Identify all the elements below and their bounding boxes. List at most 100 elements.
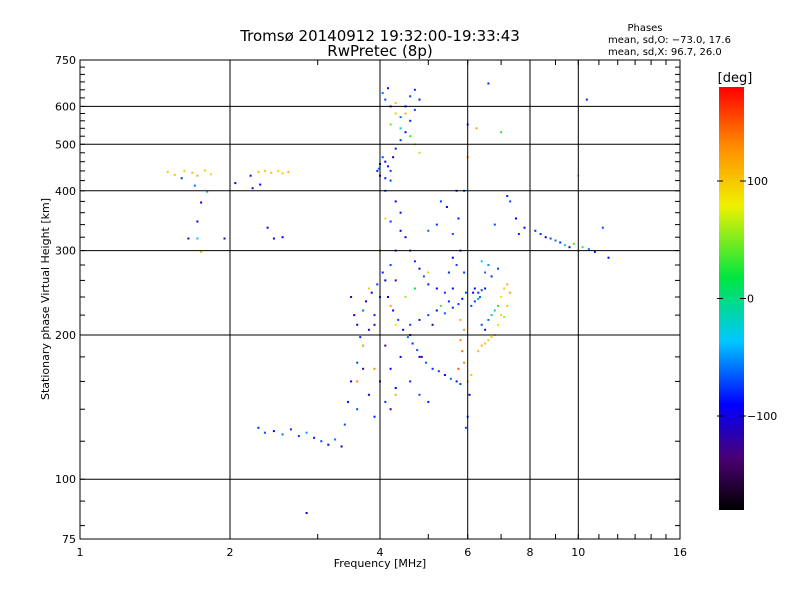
scatter-point (443, 312, 446, 315)
scatter-point (200, 201, 203, 204)
scatter-point (384, 279, 387, 282)
scatter-point (484, 287, 487, 290)
scatter-point (487, 264, 490, 266)
scatter-point (418, 355, 421, 358)
chart-subtitle: RwPretec (8p) (327, 42, 432, 60)
y-tick-label: 100 (55, 473, 76, 486)
scatter-point (320, 440, 323, 443)
scatter-point (191, 171, 194, 174)
y-tick-label: 400 (55, 185, 76, 198)
scatter-point (447, 271, 450, 274)
scatter-point (356, 380, 359, 383)
scatter-point (451, 233, 454, 235)
scatter-point (281, 172, 284, 175)
scatter-point (377, 167, 380, 170)
scatter-point (484, 328, 487, 331)
scatter-point (305, 512, 308, 514)
scatter-point (356, 361, 359, 364)
scatter-point (193, 184, 196, 187)
scatter-point (572, 242, 575, 245)
scatter-point (353, 314, 356, 317)
scatter-point (506, 304, 509, 307)
scatter-point (384, 177, 387, 180)
scatter-point (389, 220, 392, 223)
scatter-point (373, 415, 376, 418)
scatter-point (431, 323, 434, 326)
scatter-point (523, 226, 526, 229)
x-tick-label: 16 (673, 546, 687, 559)
scatter-point (447, 300, 450, 303)
scatter-point (272, 237, 275, 240)
scatter-point (365, 300, 367, 303)
scatter-point (435, 309, 438, 312)
scatter-point (289, 428, 292, 431)
scatter-point (387, 165, 389, 168)
scatter-point (418, 393, 421, 396)
x-tick-label: 8 (527, 546, 534, 559)
scatter-point (376, 169, 379, 172)
scatter-point (406, 336, 409, 339)
scatter-point (497, 304, 499, 307)
y-tick-label: 750 (55, 54, 76, 67)
scatter-point (473, 300, 476, 303)
scatter-point (381, 92, 384, 94)
scatter-point (373, 323, 376, 326)
chart-title: Tromsø 20140912 19:32:00-19:33:43 (239, 27, 520, 45)
scatter-point (384, 98, 387, 101)
scatter-point (266, 226, 269, 229)
scatter-point (394, 102, 397, 104)
scatter-point (487, 318, 490, 321)
scatter-point (166, 170, 169, 173)
scatter-point (281, 236, 284, 239)
scatter-point (263, 431, 266, 434)
scatter-point (327, 443, 330, 446)
scatter-point (607, 256, 610, 259)
scatter-point (196, 237, 199, 240)
scatter-point (427, 314, 430, 317)
scatter-point (554, 239, 557, 242)
scatter-point (559, 241, 562, 244)
scatter-point (387, 296, 389, 298)
y-tick-label: 500 (55, 138, 76, 151)
scatter-point (517, 233, 520, 235)
scatter-point (389, 169, 392, 172)
x-tick-label: 1 (77, 546, 84, 559)
scatter-point (251, 187, 254, 190)
scatter-point (362, 309, 365, 312)
scatter-point (373, 367, 376, 370)
scatter-point (350, 380, 353, 383)
scatter-point (399, 139, 402, 142)
scatter-point (587, 248, 590, 251)
scatter-point (394, 112, 397, 115)
scatter-point (180, 177, 183, 180)
scatter-point (200, 251, 203, 253)
scatter-point (413, 108, 416, 111)
scatter-point (470, 374, 473, 376)
x-tick-label: 4 (377, 546, 384, 559)
scatter-point (389, 408, 392, 411)
scatter-point (443, 374, 446, 376)
scatter-point (404, 296, 407, 298)
scatter-point (457, 367, 460, 370)
scatter-point (493, 309, 496, 312)
scatter-point (196, 174, 199, 177)
scatter-point (389, 179, 392, 182)
scatter-point (568, 246, 571, 249)
colorbar-ticks: 100 0 −100 (717, 175, 777, 423)
scatter-point (413, 260, 416, 263)
scatter-point (416, 349, 419, 352)
stats-o-mode: mean, sd,O: −73.0, 17.6 (608, 35, 731, 46)
scatter-point (418, 151, 421, 154)
scatter-point (399, 229, 402, 232)
scatter-point (399, 355, 402, 358)
scatter-point (277, 169, 280, 172)
scatter-point (384, 400, 387, 403)
y-tick-label: 300 (55, 245, 76, 258)
scatter-point (404, 236, 407, 239)
scatter-point (394, 279, 397, 282)
scatter-point (480, 289, 483, 292)
scatter-point (257, 170, 260, 173)
scatter-point (451, 306, 454, 309)
scatter-point (409, 95, 412, 98)
scatter-point (399, 211, 402, 214)
